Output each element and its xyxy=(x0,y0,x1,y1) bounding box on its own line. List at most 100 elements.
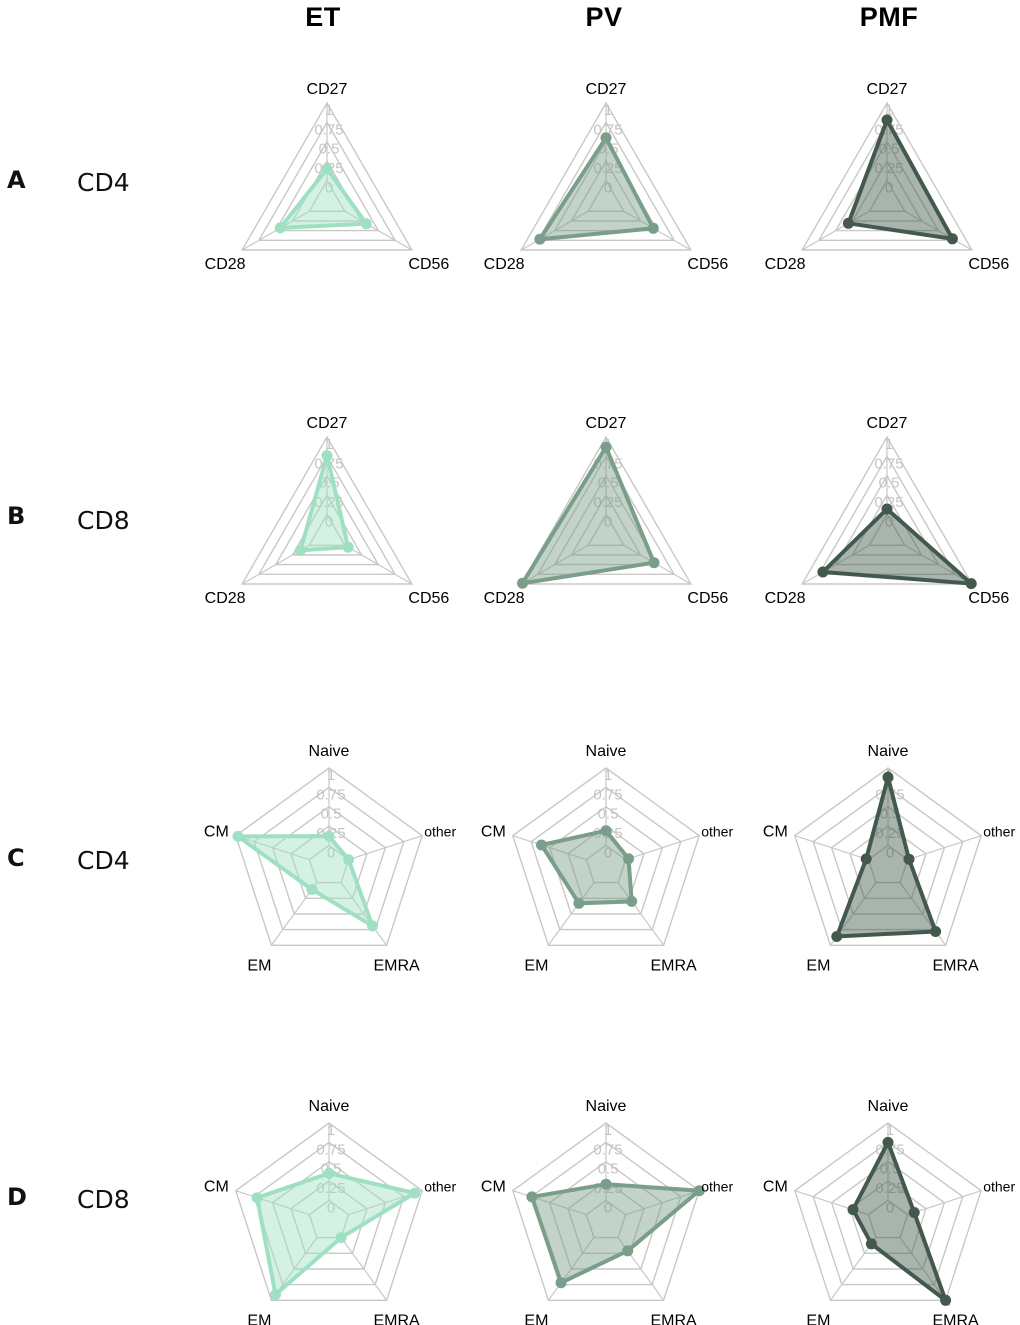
tick-label: 0.5 xyxy=(879,475,900,492)
data-point-other xyxy=(623,853,634,865)
axis-label-other: other xyxy=(424,1179,456,1195)
data-point-cd27 xyxy=(600,441,612,453)
data-point-emra xyxy=(622,1245,634,1257)
axis-label-em: EM xyxy=(524,1312,548,1325)
data-area xyxy=(818,506,977,587)
axis-label-other: other xyxy=(424,824,456,840)
grid-ring xyxy=(585,844,627,884)
tick-label: 0.25 xyxy=(593,494,622,511)
axis-label-cm: CM xyxy=(763,824,788,841)
axis-label-cd28: CD28 xyxy=(484,256,525,273)
axis-label-cd28: CD28 xyxy=(484,590,525,607)
row-label-c: CD4 xyxy=(77,846,130,875)
grid-spoke xyxy=(617,882,665,946)
tick-label: 0 xyxy=(604,513,612,530)
tick-label: 0.75 xyxy=(316,1141,345,1158)
tick-label: 0.75 xyxy=(874,455,903,472)
grid-ring xyxy=(271,1160,387,1270)
row-label-b: CD8 xyxy=(77,506,130,535)
tick-label: 0.25 xyxy=(874,494,903,511)
axis-label-cm: CM xyxy=(481,824,506,841)
axis-label-cd56: CD56 xyxy=(968,256,1009,273)
tick-label: 0.5 xyxy=(321,806,342,823)
data-point-em xyxy=(270,1289,281,1301)
tick-label: 0.5 xyxy=(598,475,619,492)
data-point-em xyxy=(306,884,318,895)
axis-label-naive: Naive xyxy=(868,743,909,760)
data-point-cd28 xyxy=(534,233,546,245)
grid-spoke xyxy=(348,835,423,861)
axis-label-cd56: CD56 xyxy=(408,590,449,607)
axis-label-cd56: CD56 xyxy=(408,256,449,273)
grid-ring xyxy=(570,159,642,222)
tick-label: 0 xyxy=(325,513,333,530)
axis-label-other: other xyxy=(983,1179,1015,1195)
data-area xyxy=(833,769,939,939)
data-point-emra xyxy=(930,926,942,937)
tick-label: 1 xyxy=(886,1122,894,1139)
data-point-cd56 xyxy=(965,578,977,590)
data-point-naive xyxy=(882,771,894,783)
data-area xyxy=(850,1137,950,1306)
grid-ring xyxy=(812,786,964,931)
data-point-em xyxy=(831,931,843,942)
data-point-cd27 xyxy=(321,163,333,175)
axis-label-cd27: CD27 xyxy=(867,81,908,98)
grid-spoke xyxy=(904,210,973,251)
tick-label: 0.5 xyxy=(879,141,900,158)
grid-ring xyxy=(830,805,946,915)
grid-ring xyxy=(290,1180,368,1255)
axis-label-cd27: CD27 xyxy=(307,415,348,432)
tick-label: 0.75 xyxy=(314,121,343,138)
grid-ring xyxy=(793,1122,983,1302)
data-point-other xyxy=(908,1207,920,1218)
grid-ring xyxy=(274,474,380,566)
grid-ring xyxy=(511,1122,701,1302)
data-point-cd27 xyxy=(321,450,333,462)
grid-spoke xyxy=(520,210,589,251)
data-point-cd56 xyxy=(648,557,660,569)
grid-spoke xyxy=(907,835,982,861)
data-point-naive xyxy=(600,1178,612,1190)
grid-spoke xyxy=(344,544,413,585)
tick-label: 0 xyxy=(327,844,335,861)
grid-spoke xyxy=(235,835,310,861)
panel-letter-c: C xyxy=(7,844,25,872)
data-area xyxy=(535,133,657,242)
grid-ring xyxy=(817,455,957,575)
data-area xyxy=(254,1171,421,1299)
grid-ring xyxy=(307,178,347,213)
grid-spoke xyxy=(547,1237,595,1301)
grid-ring xyxy=(530,786,682,931)
tick-label: 1 xyxy=(604,767,612,784)
grid-ring xyxy=(548,1160,664,1270)
data-point-cd27 xyxy=(881,503,893,515)
data-point-cd28 xyxy=(842,217,854,229)
grid-ring xyxy=(570,493,642,556)
grid-ring xyxy=(830,1160,946,1270)
grid-spoke xyxy=(625,835,700,861)
data-area xyxy=(518,442,657,586)
tick-label: 0.25 xyxy=(875,1180,904,1197)
data-point-cd56 xyxy=(647,222,659,234)
tick-label: 0 xyxy=(604,844,612,861)
axis-label-cd28: CD28 xyxy=(765,256,806,273)
data-point-other xyxy=(693,1185,705,1197)
grid-ring xyxy=(519,101,693,251)
grid-ring xyxy=(274,140,380,232)
tick-label: 0.75 xyxy=(593,786,622,803)
data-point-naive xyxy=(600,825,612,837)
data-point-emra xyxy=(367,920,378,932)
grid-spoke xyxy=(625,1190,700,1216)
data-point-cd56 xyxy=(342,541,354,553)
tick-label: 0.75 xyxy=(593,121,622,138)
data-area xyxy=(276,165,371,231)
grid-spoke xyxy=(904,544,973,585)
tick-label: 0 xyxy=(886,844,894,861)
data-point-cd28 xyxy=(817,566,829,578)
